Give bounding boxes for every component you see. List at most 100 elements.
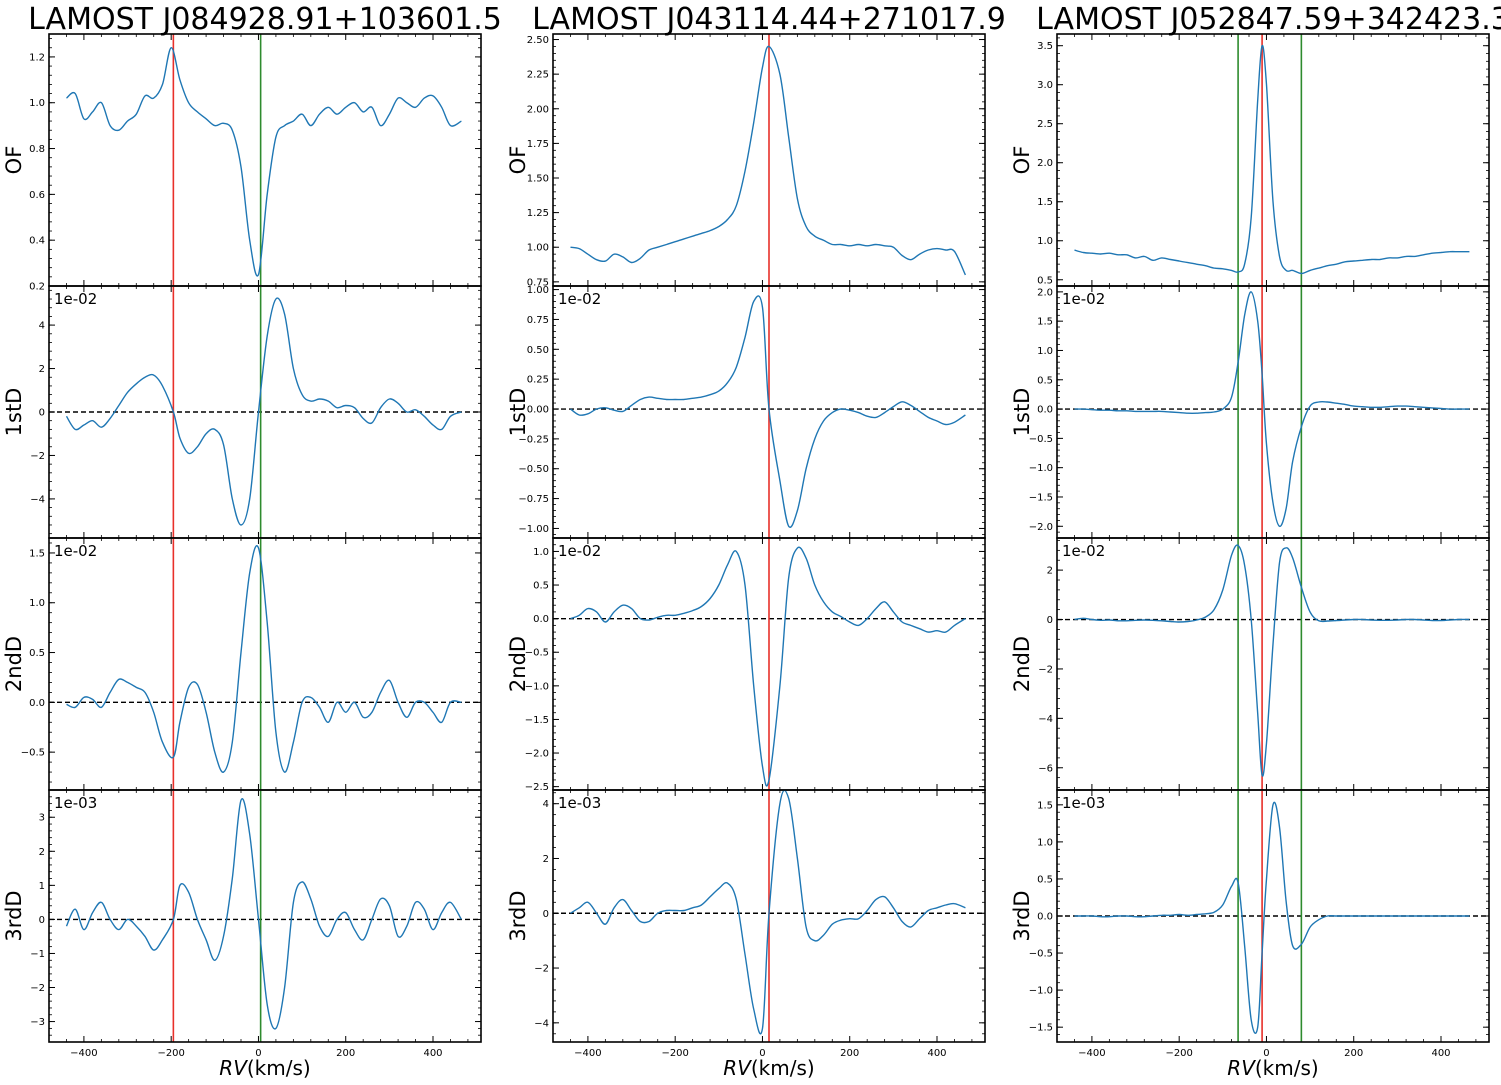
y-tick-label: 1.00 [527,285,549,296]
panel-1stD: −4 −2 0 2 4 1e-02 1stD [2,285,482,539]
y-axis-label: OF [2,146,26,175]
series-line [66,46,462,277]
y-tick-label: 0.5 [29,648,45,659]
y-tick-label: −1.5 [525,715,549,726]
offset-multiplier: 1e-03 [558,794,601,812]
series-line [65,798,462,1030]
y-tick-label: 1.5 [1037,800,1053,811]
y-tick-label: −1 [30,949,45,960]
y-tick-label: 2.50 [527,35,549,46]
x-tick-label: −200 [661,1048,688,1059]
y-tick-label: 4 [39,321,45,332]
y-axis-label: OF [1010,146,1034,175]
y-tick-label: 2.0 [1037,158,1053,169]
y-tick-label: −2.0 [1029,522,1053,533]
y-tick-label: 2 [39,364,45,375]
chart-title: LAMOST J084928.91+103601.5 [28,2,502,37]
y-axis-label: 1stD [506,388,530,437]
y-tick-label: 1.0 [29,598,45,609]
y-tick-label: −4 [30,494,45,505]
y-tick-label: 1.0 [533,547,549,558]
x-tick-label: 0 [759,1048,765,1059]
panel-2ndD: −0.5 0.0 0.5 1.0 1.5 1e-02 2ndD [2,537,482,791]
panel-1stD: −1.00 −0.75 −0.50 −0.25 0.00 0.25 0.50 0.75 1.00… [506,285,986,539]
y-axis-label: 3rdD [506,890,530,941]
y-tick-label: 0 [39,408,45,419]
y-tick-label: 0.5 [1037,375,1053,386]
y-tick-label: 0 [1047,615,1053,626]
series-line [65,297,462,526]
y-tick-label: −0.5 [1029,434,1053,445]
y-tick-label: 2.0 [1037,287,1053,298]
y-tick-label: −0.5 [525,648,549,659]
y-tick-label: 1.25 [527,208,549,219]
y-axis-label: 1stD [2,388,26,437]
x-tick-label: −400 [1078,1048,1105,1059]
y-tick-label: 0.75 [527,315,549,326]
panel-3rdD: −4 −2 0 2 4 1e-03 3rdD [506,789,986,1043]
y-tick-label: 0 [39,915,45,926]
y-tick-label: −4 [534,1018,549,1029]
y-tick-label: 3.5 [1037,41,1053,52]
y-tick-label: 2.00 [527,104,549,115]
y-tick-label: 1.0 [1037,346,1053,357]
offset-multiplier: 1e-02 [54,542,97,560]
offset-multiplier: 1e-02 [558,290,601,308]
y-axis-label: 1stD [1010,388,1034,437]
y-tick-label: 1.5 [1037,317,1053,328]
y-tick-label: −2.5 [525,782,549,793]
x-tick-label: 400 [1431,1048,1450,1059]
y-tick-label: −1.0 [525,681,549,692]
y-tick-label: 1.0 [29,98,45,109]
y-tick-label: 0.5 [1037,275,1053,286]
x-tick-label: −200 [157,1048,184,1059]
series-line [66,545,462,773]
x-axis-label: RV(km/s) [219,1056,310,1080]
y-tick-label: 2.25 [527,70,549,81]
y-tick-label: 1.0 [1037,236,1053,247]
panel-frame [1056,33,1490,287]
y-tick-label: 1 [39,881,45,892]
y-tick-label: 1.0 [1037,837,1053,848]
y-tick-label: 0.75 [527,277,549,288]
y-tick-label: −1.00 [518,524,549,535]
x-tick-label: 200 [840,1048,859,1059]
y-tick-label: 0.0 [1037,405,1053,416]
y-tick-label: −6 [1038,763,1053,774]
panel-OF: 0.2 0.4 0.6 0.8 1.0 1.2 OF [2,33,482,293]
offset-multiplier: 1e-03 [54,794,97,812]
chart-column-2: LAMOST J043114.44+271017.90.751.001.251.… [506,2,1006,1080]
y-axis-label: 3rdD [1010,890,1034,941]
y-tick-label: −2 [30,451,45,462]
panel-frame [552,789,986,1043]
series-line [570,546,966,787]
offset-multiplier: 1e-03 [1062,794,1105,812]
y-axis-label: 2ndD [506,636,530,692]
y-tick-label: −2 [1038,664,1053,675]
offset-multiplier: 1e-02 [54,290,97,308]
y-tick-label: 0.2 [29,282,45,293]
y-tick-label: 1.50 [527,174,549,185]
y-tick-label: 0.8 [29,144,45,155]
y-tick-label: 1.5 [1037,197,1053,208]
x-tick-label: −400 [70,1048,97,1059]
y-tick-label: 2 [543,854,549,865]
y-tick-label: −0.5 [21,748,45,759]
x-tick-label: 400 [927,1048,946,1059]
panel-frame [1056,789,1490,1043]
offset-multiplier: 1e-02 [1062,542,1105,560]
x-tick-label: −200 [1165,1048,1192,1059]
x-axis-label: RV(km/s) [1227,1056,1318,1080]
y-axis-label: 2ndD [1010,636,1034,692]
y-tick-label: 3 [39,813,45,824]
y-axis-label: OF [506,146,530,175]
y-tick-label: −0.25 [518,434,549,445]
y-tick-label: 1.5 [29,548,45,559]
y-axis-label: 3rdD [2,890,26,941]
chart-title: LAMOST J043114.44+271017.9 [532,2,1006,37]
panel-OF: 0.5 1.0 1.5 2.0 2.5 3.0 3.5 OF [1010,33,1490,287]
x-tick-label: 400 [423,1048,442,1059]
offset-multiplier: 1e-02 [558,542,601,560]
offset-multiplier: 1e-02 [1062,290,1105,308]
y-tick-label: 2 [39,847,45,858]
